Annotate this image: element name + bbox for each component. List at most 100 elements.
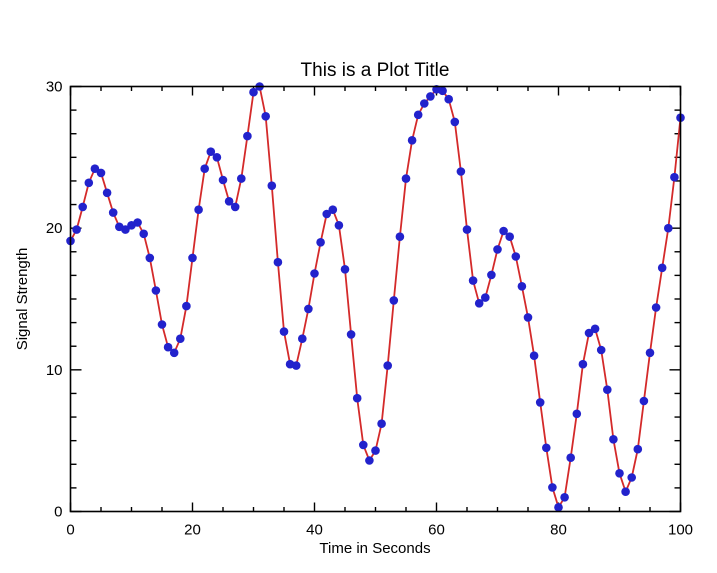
data-point-marker	[218, 175, 228, 185]
data-point-marker	[426, 92, 435, 101]
data-point-marker	[163, 342, 173, 352]
data-point-marker	[590, 324, 600, 334]
y-tick-label: 20	[46, 220, 63, 237]
data-point-marker	[90, 164, 100, 173]
data-point-marker	[444, 94, 454, 104]
data-point-marker	[340, 265, 350, 274]
data-point-marker	[438, 86, 447, 96]
data-point-marker	[401, 174, 411, 183]
data-point-marker	[481, 293, 490, 302]
data-point-marker	[182, 301, 191, 311]
data-point-marker	[511, 252, 521, 261]
data-point-marker	[596, 345, 606, 355]
data-point-marker	[261, 112, 271, 121]
data-point-marker	[621, 487, 630, 497]
data-point-marker	[176, 334, 185, 344]
data-point-marker	[468, 276, 478, 285]
data-point-marker	[365, 456, 374, 465]
data-point-marker	[194, 205, 203, 214]
data-point-marker	[371, 446, 380, 455]
data-point-marker	[645, 348, 655, 358]
data-point-marker	[304, 304, 313, 314]
x-tick-label: 80	[550, 522, 567, 539]
data-point-marker	[200, 164, 209, 173]
data-point-markers	[66, 82, 685, 512]
data-point-marker	[139, 229, 148, 239]
data-point-marker	[78, 202, 87, 212]
data-point-marker	[517, 282, 527, 291]
data-point-marker	[615, 469, 624, 478]
data-point-marker	[584, 328, 594, 338]
data-point-marker	[505, 232, 514, 241]
data-point-marker	[493, 245, 502, 254]
data-point-marker	[651, 303, 661, 312]
data-point-marker	[157, 320, 167, 329]
data-point-marker	[334, 221, 344, 230]
data-point-marker	[377, 419, 386, 429]
data-point-marker	[224, 197, 234, 206]
data-point-marker	[548, 483, 557, 492]
data-point-marker	[145, 253, 155, 263]
data-point-marker	[230, 202, 240, 212]
data-point-marker	[108, 208, 118, 217]
data-point-marker	[664, 223, 673, 233]
data-point-marker	[133, 218, 142, 227]
x-tick-label: 100	[668, 522, 693, 539]
y-tick-label: 30	[46, 79, 63, 96]
data-point-marker	[206, 147, 216, 156]
signal-line-path	[69, 85, 682, 509]
data-point-marker	[273, 257, 283, 267]
data-point-marker	[298, 334, 307, 344]
data-point-marker	[352, 393, 362, 403]
y-axis-label: Signal Strength	[14, 248, 31, 351]
data-point-marker	[267, 181, 277, 190]
data-point-marker	[383, 361, 393, 370]
data-point-marker	[633, 444, 643, 454]
x-tick-label: 0	[66, 522, 74, 539]
data-point-marker	[96, 168, 106, 178]
data-point-marker	[346, 330, 356, 339]
data-point-marker	[420, 99, 429, 108]
data-point-marker	[121, 225, 130, 234]
data-point-marker	[395, 232, 405, 241]
data-point-marker	[474, 299, 484, 308]
x-tick-label: 60	[428, 522, 445, 539]
data-point-marker	[102, 188, 112, 198]
data-point-marker	[212, 153, 222, 162]
data-point-marker	[84, 178, 94, 188]
data-point-marker	[316, 238, 325, 247]
data-point-marker	[291, 361, 301, 370]
data-point-marker	[560, 493, 569, 502]
signal-line	[69, 85, 682, 509]
data-point-marker	[279, 327, 289, 336]
data-point-marker	[407, 136, 417, 145]
x-tick-label: 20	[184, 522, 201, 539]
data-point-marker	[609, 435, 618, 444]
plot-title: This is a Plot Title	[301, 60, 450, 81]
data-point-marker	[657, 263, 667, 273]
data-point-marker	[578, 359, 588, 369]
data-point-marker	[72, 225, 81, 234]
data-point-marker	[529, 351, 539, 361]
data-point-marker	[169, 348, 179, 358]
data-point-marker	[456, 167, 466, 176]
data-point-marker	[554, 503, 563, 512]
data-point-marker	[310, 269, 319, 278]
data-point-marker	[462, 225, 472, 234]
data-point-marker	[572, 409, 582, 419]
data-point-marker	[523, 313, 533, 322]
data-point-marker	[487, 270, 496, 280]
data-point-marker	[566, 453, 575, 463]
data-point-marker	[389, 296, 399, 305]
data-point-marker	[639, 396, 649, 406]
data-point-marker	[413, 110, 423, 120]
data-point-marker	[603, 385, 612, 395]
x-tick-label: 40	[306, 522, 323, 539]
y-tick-label: 0	[54, 504, 62, 521]
data-point-marker	[243, 131, 252, 141]
data-point-marker	[359, 440, 368, 450]
axis-ticks: 0 20 40 60 80 100 0 10 20 30	[46, 79, 693, 539]
data-point-marker	[151, 286, 161, 295]
